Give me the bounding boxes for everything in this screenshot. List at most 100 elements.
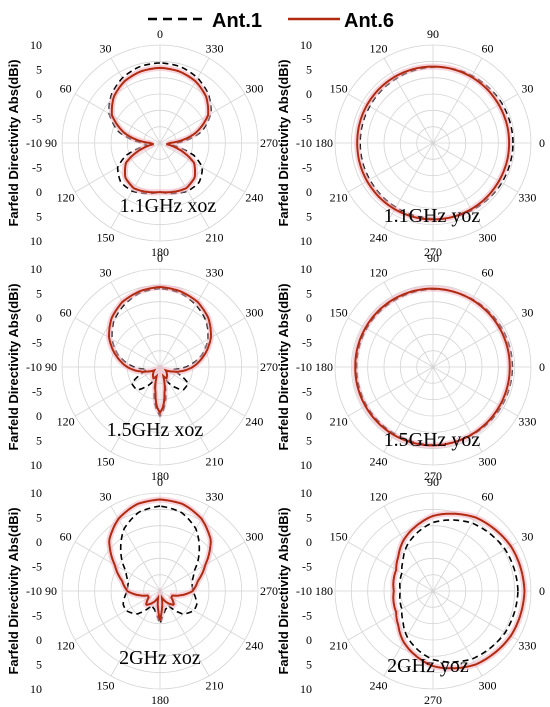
series-line-ant6 [110,66,210,194]
radial-tick-label: -10 [296,584,312,598]
legend-ant1-label: Ant.1 [212,10,262,32]
grid-spoke [159,93,246,144]
grid-spoke [432,142,483,229]
radial-tick-label: 5 [306,210,312,224]
grid-spoke [383,366,434,453]
angle-label: 330 [518,639,536,653]
radial-tick-label: 0 [36,409,42,423]
angle-label: 30 [100,42,112,56]
radial-tick-label: 5 [36,287,42,301]
angle-label: 330 [206,490,224,504]
y-axis-label: Farfeld Directivity Abs(dBi) [276,283,291,450]
grid-spoke [159,281,210,368]
angle-label: 210 [330,415,348,429]
radial-tick-label: 0 [36,185,42,199]
grid-spoke [347,366,434,417]
panel-title: 1.1GHz xoz [120,195,217,217]
grid-spoke [159,142,246,193]
angle-label: 240 [245,415,263,429]
angle-label: 210 [206,454,224,468]
radial-tick-label: 10 [300,486,312,500]
y-axis-label: Farfeld Directivity Abs(dBi) [276,59,291,226]
angle-label: 60 [60,306,72,320]
chart-panel-1: 0 330 300 270 240 210 180 150 120 90 60 30 10 5 0 -5 -10… [6,27,278,259]
radial-tick-label: 0 [306,633,312,647]
angle-label: 180 [315,360,333,374]
radial-tick-label: 0 [306,311,312,325]
angle-label: 30 [100,266,112,280]
grid-spoke [159,57,210,144]
radial-tick-label: -10 [26,360,42,374]
angle-label: 60 [60,530,72,544]
angle-label: 210 [330,639,348,653]
radial-tick-label: 0 [36,87,42,101]
radial-tick-label: 10 [30,458,42,472]
angle-label: 120 [57,191,75,205]
angle-label: 270 [424,245,442,259]
grid-spoke [432,57,483,144]
series-line-ant6 [392,512,526,670]
grid-spoke [432,366,519,417]
radial-tick-label: 10 [30,234,42,248]
angle-label: 90 [427,251,439,265]
radial-tick-label: 5 [306,658,312,672]
grid-spoke [383,142,434,229]
angle-label: 60 [60,82,72,96]
radial-tick-label: -10 [26,584,42,598]
radial-tick-label: 5 [306,434,312,448]
y-axis-label: Farfeld Directivity Abs(dBi) [6,59,21,226]
radial-tick-label: 10 [300,458,312,472]
grid-spoke [159,317,246,368]
radial-tick-label: 5 [306,63,312,77]
radial-tick-label: 10 [30,262,42,276]
radial-tick-label: 10 [300,682,312,696]
radial-tick-label: -5 [302,112,312,126]
legend: Ant.1 Ant.6 [148,10,394,32]
angle-label: 270 [260,360,278,374]
angle-label: 300 [479,230,497,244]
angle-label: 150 [97,230,115,244]
radial-tick-label: -5 [32,385,42,399]
grid-spoke [432,317,519,368]
angle-label: 0 [539,360,545,374]
series-line-ant6 [108,498,212,621]
angle-label: 150 [330,530,348,544]
radial-tick-label: 0 [306,87,312,101]
angle-label: 90 [45,136,57,150]
angle-label: 270 [260,584,278,598]
chart-panel-6: 90603003303002702402101801501201050-5-10… [276,475,545,707]
radial-tick-label: 0 [36,633,42,647]
angle-label: 120 [370,490,388,504]
grid-spoke [432,590,483,677]
angle-label: 180 [151,469,169,483]
angle-label: 330 [518,415,536,429]
radial-tick-label: 5 [36,63,42,77]
y-axis-label: Farfeld Directivity Abs(dBi) [6,507,21,674]
radial-tick-label: 5 [36,511,42,525]
angle-label: 30 [521,530,533,544]
angle-label: 90 [427,27,439,41]
angle-label: 30 [521,306,533,320]
grid-spoke [74,317,161,368]
grid-spoke [347,541,434,592]
panel-title: 1.5GHz xoz [107,419,204,441]
radial-tick-label: 10 [300,234,312,248]
angle-label: 0 [157,251,163,265]
angle-label: 180 [151,693,169,707]
radial-tick-label: 10 [300,262,312,276]
angle-label: 120 [370,266,388,280]
y-axis-label: Farfeld Directivity Abs(dBi) [276,507,291,674]
angle-label: 240 [245,191,263,205]
radial-tick-label: 10 [30,38,42,52]
series-line-ant6 [354,287,511,447]
grid-spoke [432,505,483,592]
radial-tick-label: 5 [306,287,312,301]
angle-label: 0 [157,27,163,41]
grid-spoke [347,590,434,641]
radial-tick-label: -5 [302,161,312,175]
panel-title: 1.5GHz yoz [384,429,481,451]
angle-label: 270 [424,693,442,707]
angle-label: 210 [206,678,224,692]
radial-tick-label: 5 [36,210,42,224]
